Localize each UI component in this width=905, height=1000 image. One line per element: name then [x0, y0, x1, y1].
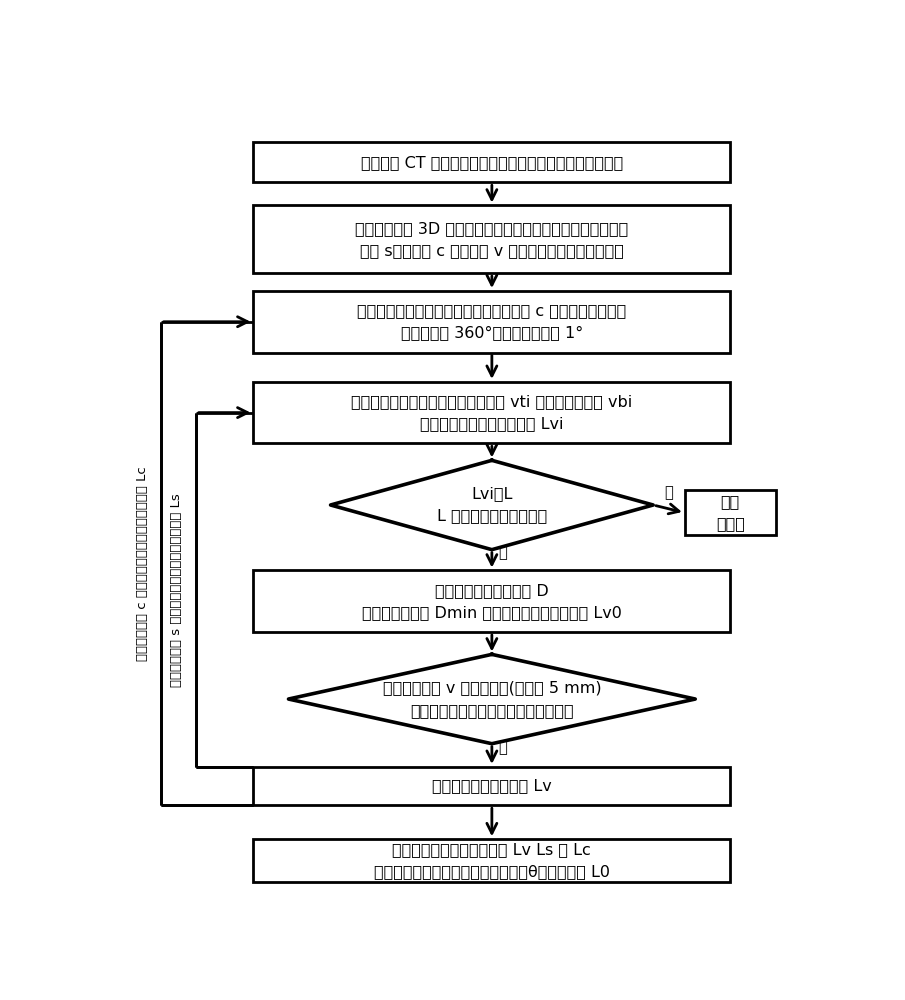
Polygon shape	[330, 460, 653, 550]
Text: 质点在冠状轴 c 移动所建立的穿刺路径候选集合 Lc: 质点在冠状轴 c 移动所建立的穿刺路径候选集合 Lc	[136, 466, 149, 661]
Text: 建立备选穿刺路径集合 Lv: 建立备选穿刺路径集合 Lv	[432, 779, 552, 794]
FancyBboxPatch shape	[253, 205, 730, 273]
Text: 是: 是	[498, 740, 507, 755]
Polygon shape	[289, 654, 695, 744]
Text: 质点沿垂直轴 v 等间隔移动(步长为 5 mm)
判断质点移动后是否在穿刺目标组织外: 质点沿垂直轴 v 等间隔移动(步长为 5 mm) 判断质点移动后是否在穿刺目标组…	[383, 680, 601, 718]
Text: 以穿刺目标组织的质心为圆心，以冠状轴 c 为起始，对水平面
进行顺时针 360°旋转划分，间隔 1°: 以穿刺目标组织的质心为圆心，以冠状轴 c 为起始，对水平面 进行顺时针 360°…	[357, 303, 626, 340]
FancyBboxPatch shape	[253, 767, 730, 805]
FancyBboxPatch shape	[253, 382, 730, 443]
Text: Lvi＜L
L 为穿刺针最大进针长度: Lvi＜L L 为穿刺针最大进针长度	[437, 486, 547, 524]
Text: 是: 是	[498, 545, 507, 560]
Text: 舍弃
该路径: 舍弃 该路径	[716, 494, 745, 531]
Text: 标记各个逆向投射线与肿瘤边缘交点 vti 和患者体表交点 vbi
计算两交点之间的直线距离 Lvi: 标记各个逆向投射线与肿瘤边缘交点 vti 和患者体表交点 vbi 计算两交点之间…	[351, 394, 633, 431]
Text: 最终建立备选穿刺路径集合 Lv Ls 和 Lc
给出患者体表穿刺点坐标、入针角度θ和进针长度 L0: 最终建立备选穿刺路径集合 Lv Ls 和 Lc 给出患者体表穿刺点坐标、入针角度…	[374, 842, 610, 879]
FancyBboxPatch shape	[253, 291, 730, 353]
Text: 计算该路径穿刺风险值 D
选取穿刺风险值 Dmin 最小路径为备选穿刺路径 Lv0: 计算该路径穿刺风险值 D 选取穿刺风险值 Dmin 最小路径为备选穿刺路径 Lv…	[362, 583, 622, 620]
FancyBboxPatch shape	[253, 570, 730, 632]
FancyBboxPatch shape	[253, 142, 730, 182]
Text: 否: 否	[664, 485, 673, 500]
FancyBboxPatch shape	[253, 839, 730, 882]
Text: 穿刺目标组织 3D 重建，计算其质心，以质心为坐标原点，矢
状轴 s、冠状轴 c 和垂直轴 v 为坐标轴，建立三维坐标系: 穿刺目标组织 3D 重建，计算其质心，以质心为坐标原点，矢 状轴 s、冠状轴 c…	[356, 221, 628, 258]
Text: 质点在矢状轴 s 移动所建立的穿刺路径候选集合 Ls: 质点在矢状轴 s 移动所建立的穿刺路径候选集合 Ls	[170, 493, 183, 687]
FancyBboxPatch shape	[685, 490, 776, 535]
Text: 患者肺部 CT 图像读取和穿刺目标组织及周围组织结构勾画: 患者肺部 CT 图像读取和穿刺目标组织及周围组织结构勾画	[361, 155, 623, 170]
